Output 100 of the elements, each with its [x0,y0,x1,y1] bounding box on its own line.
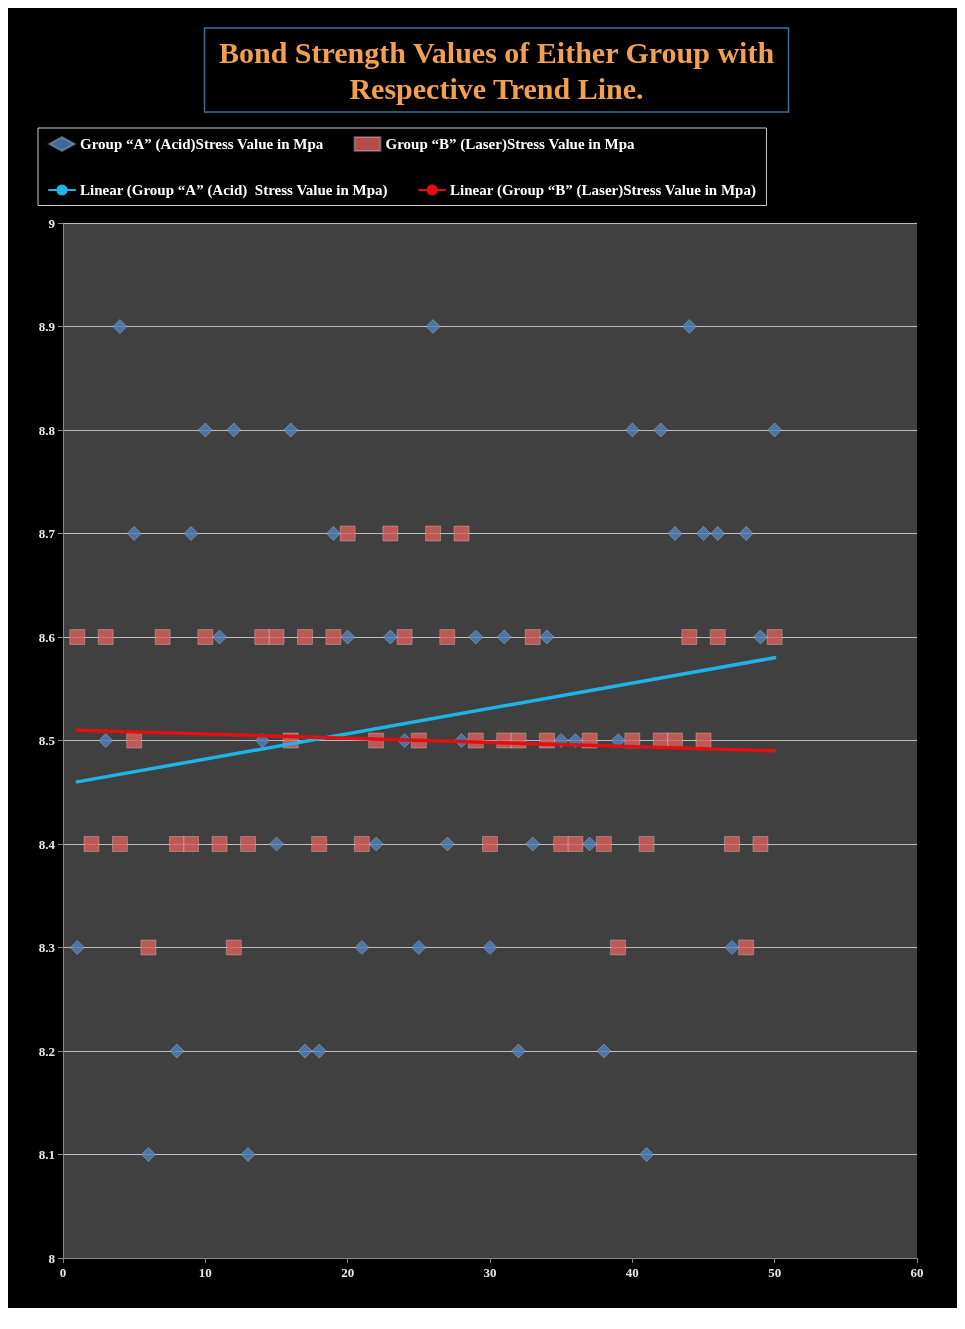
point [339,525,356,542]
point [325,629,342,645]
point [539,629,555,645]
point [240,836,257,852]
point [482,940,498,955]
point [411,940,427,955]
point [268,629,285,645]
point [226,422,242,438]
point [510,1043,526,1059]
point [425,319,441,334]
point [283,422,299,438]
point [354,940,370,955]
legend-label: Linear (Group “A” (Acid) Stress Value in Mpa) [80,182,388,199]
chart-title: Bond Strength Values of Either Group with Respective Trend Line. [218,35,775,105]
point [752,836,769,852]
point [596,1043,612,1059]
point [439,836,455,852]
point [382,525,399,542]
point [524,629,541,645]
point [710,526,726,541]
point [69,629,86,645]
point [140,1147,156,1162]
point [667,526,683,541]
point [624,422,640,438]
x-tick-label: 60 [910,1265,924,1280]
point [183,836,200,852]
point [297,1043,313,1059]
point [766,629,783,645]
point [567,836,584,852]
point [112,319,128,334]
point [368,836,384,852]
point [610,939,627,956]
y-tick-label: 9 [48,215,56,231]
point [468,629,484,645]
point [525,836,541,852]
y-tick-label: 8.5 [38,733,56,748]
point [639,1147,655,1162]
y-tick-label: 8.2 [38,1043,55,1059]
point [169,1043,185,1059]
point [140,939,157,956]
point [738,526,754,541]
point [296,629,313,645]
y-tick-label: 8.7 [38,526,56,541]
x-tick-label: 10 [198,1265,212,1280]
point [69,940,85,955]
y-tick-label: 8.6 [38,629,56,645]
x-tick-label: 30 [483,1265,497,1280]
point [340,629,356,645]
y-tick-label: 8 [48,1250,56,1266]
y-tick-label: 8.4 [38,836,56,852]
point [723,836,740,852]
point [353,836,370,852]
x-tick-label: 20 [341,1265,355,1280]
point [311,1043,327,1059]
point [197,629,214,645]
x-tick-label: 0 [59,1265,67,1280]
point [439,629,456,645]
point [724,940,740,955]
point [752,629,768,645]
y-tick-label: 8.1 [38,1147,55,1162]
point [738,939,755,956]
point [183,526,199,541]
legend-label: Group “B” (Laser)Stress Value in Mpa [385,136,636,153]
point [269,836,284,852]
y-tick-label: 8.3 [38,940,56,955]
point [653,422,669,438]
point [638,836,655,852]
point [83,836,100,852]
point [111,836,128,852]
point [126,732,143,749]
point [240,1147,256,1162]
point [595,836,612,852]
point [396,629,413,645]
point [681,629,698,645]
point [126,526,142,541]
point [325,526,341,541]
point [98,733,114,748]
point [212,629,228,645]
point [582,836,598,852]
y-tick-label: 8.8 [38,422,56,438]
x-tick-label: 50 [768,1265,782,1280]
x-tick-label: 40 [625,1265,639,1280]
point [681,319,697,334]
point [482,836,498,852]
point [709,629,726,645]
point [154,629,171,645]
point [382,629,398,645]
point [453,525,470,542]
point [425,525,442,542]
point [197,422,213,438]
legend-label: Group “A” (Acid)Stress Value in Mpa [80,136,324,153]
point [311,836,328,852]
point [211,836,228,852]
point [696,526,711,541]
point [695,732,712,749]
point [767,422,783,438]
point [496,629,512,645]
legend-label: Linear (Group “B” (Laser)Stress Value in Mpa) [450,182,756,199]
y-tick-label: 8.9 [38,319,56,334]
point [225,939,242,956]
